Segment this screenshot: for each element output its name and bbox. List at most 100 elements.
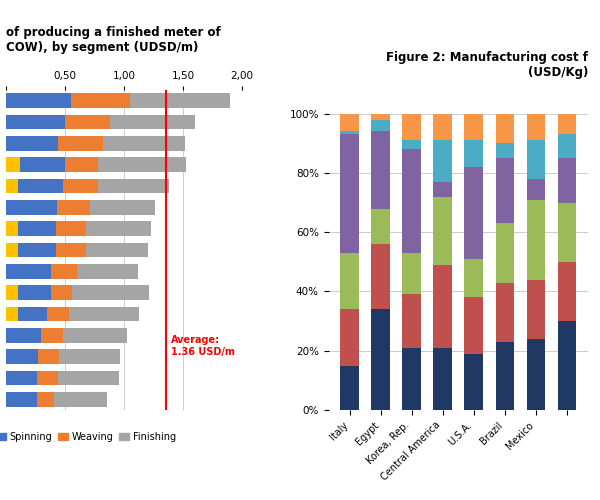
Bar	[6, 178, 18, 194]
Bar	[56, 242, 86, 258]
Bar	[38, 349, 59, 364]
Bar	[18, 285, 51, 300]
Bar	[340, 366, 359, 410]
Bar	[51, 285, 72, 300]
Bar	[57, 200, 90, 215]
Bar	[433, 182, 452, 196]
Bar	[557, 321, 576, 410]
Bar	[6, 306, 18, 322]
Bar	[403, 294, 421, 348]
Bar	[103, 136, 185, 151]
Bar	[77, 264, 138, 279]
Bar	[557, 134, 576, 158]
Bar	[20, 157, 65, 172]
Bar	[371, 310, 390, 410]
Bar	[371, 244, 390, 310]
Bar	[6, 242, 18, 258]
Bar	[86, 221, 151, 236]
Bar	[557, 114, 576, 134]
Bar	[496, 282, 514, 342]
Bar	[527, 140, 545, 179]
Bar	[18, 242, 56, 258]
Bar	[62, 178, 98, 194]
Bar	[464, 114, 483, 140]
Bar	[6, 93, 71, 108]
Bar	[403, 253, 421, 294]
Bar	[464, 259, 483, 298]
Bar	[6, 349, 38, 364]
Bar	[6, 200, 57, 215]
Bar	[527, 200, 545, 280]
Bar	[557, 158, 576, 202]
Bar	[18, 178, 62, 194]
Bar	[433, 196, 452, 265]
Bar	[6, 370, 37, 386]
Bar	[37, 370, 58, 386]
Bar	[6, 136, 58, 151]
Bar	[403, 140, 421, 149]
Bar	[433, 265, 452, 348]
Bar	[62, 328, 127, 343]
Bar	[340, 310, 359, 366]
Bar	[527, 280, 545, 339]
Bar	[340, 134, 359, 253]
Bar	[557, 262, 576, 321]
Legend: Spinning, Weaving, Finishing: Spinning, Weaving, Finishing	[0, 428, 180, 446]
Bar	[340, 253, 359, 310]
Bar	[55, 392, 107, 407]
Bar	[47, 306, 68, 322]
Bar	[527, 339, 545, 410]
Bar	[371, 120, 390, 132]
Bar	[433, 348, 452, 410]
Bar	[433, 140, 452, 182]
Bar	[496, 342, 514, 410]
Bar	[557, 202, 576, 262]
Bar	[496, 114, 514, 144]
Bar	[6, 328, 41, 343]
Bar	[130, 93, 230, 108]
Bar	[6, 157, 20, 172]
Text: Average:
1.36 USD/m: Average: 1.36 USD/m	[171, 335, 235, 357]
Bar	[464, 298, 483, 354]
Bar	[41, 328, 62, 343]
Bar	[464, 140, 483, 167]
Bar	[37, 392, 55, 407]
Bar	[464, 354, 483, 410]
Bar	[464, 167, 483, 259]
Text: Figure 2: Manufacturing cost f
(USD/Kg): Figure 2: Manufacturing cost f (USD/Kg)	[386, 51, 588, 79]
Bar	[340, 132, 359, 134]
Bar	[403, 150, 421, 253]
Bar	[6, 264, 51, 279]
Text: of producing a finished meter of
COW), by segment (UDSD/m): of producing a finished meter of COW), b…	[6, 26, 221, 54]
Bar	[18, 221, 56, 236]
Bar	[51, 264, 77, 279]
Bar	[527, 114, 545, 140]
Bar	[496, 158, 514, 224]
Bar	[71, 93, 130, 108]
Bar	[110, 114, 194, 130]
Bar	[340, 114, 359, 132]
Bar	[72, 285, 149, 300]
Bar	[90, 200, 155, 215]
Bar	[371, 114, 390, 119]
Bar	[371, 208, 390, 244]
Bar	[59, 349, 121, 364]
Bar	[56, 221, 86, 236]
Bar	[98, 157, 187, 172]
Bar	[6, 114, 65, 130]
Bar	[65, 157, 98, 172]
Bar	[65, 114, 110, 130]
Bar	[68, 306, 139, 322]
Bar	[6, 285, 18, 300]
Bar	[403, 114, 421, 140]
Bar	[496, 224, 514, 282]
Bar	[433, 114, 452, 140]
Bar	[58, 136, 103, 151]
Bar	[18, 306, 47, 322]
Bar	[496, 144, 514, 158]
Bar	[98, 178, 169, 194]
Bar	[6, 221, 18, 236]
Bar	[58, 370, 119, 386]
Bar	[527, 179, 545, 200]
Bar	[6, 392, 37, 407]
